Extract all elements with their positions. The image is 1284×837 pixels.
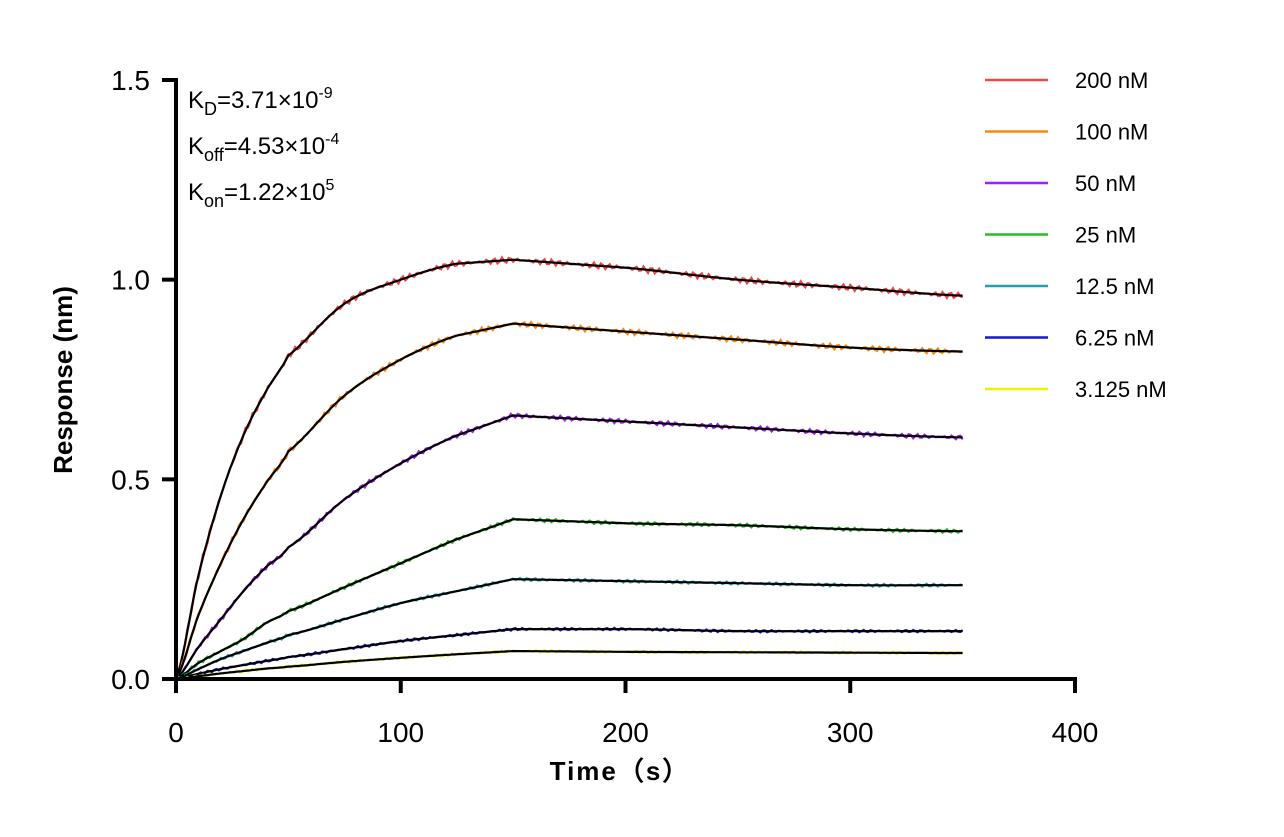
- constant-value: =4.53×10: [224, 133, 325, 160]
- kinetic-constant: Kon=1.22×105: [188, 177, 334, 211]
- y-tick-label: 1.5: [111, 65, 150, 96]
- constant-symbol: K: [188, 179, 204, 206]
- series-line-200-nM: [174, 255, 964, 680]
- x-tick-label: 200: [602, 717, 649, 748]
- legend-label: 100 nM: [1075, 120, 1148, 145]
- legend: 200 nM 100 nM 50 nM 25 nM 12.5 nM 6.25 nM 3.12…: [985, 68, 1167, 402]
- legend-label: 6.25 nM: [1075, 326, 1155, 351]
- constant-value: =1.22×10: [224, 179, 325, 206]
- constant-exponent: 5: [325, 177, 334, 194]
- y-tick-label: 1.0: [111, 265, 150, 296]
- fit-line-200-nM: [174, 258, 963, 680]
- axes: [174, 78, 1077, 681]
- constant-subscript: off: [204, 145, 225, 165]
- y-axis-label: Response (nm): [48, 286, 78, 474]
- series-line-50-nM: [175, 412, 964, 680]
- x-tick-label: 100: [377, 717, 424, 748]
- constant-exponent: -4: [325, 131, 339, 148]
- legend-label: 200 nM: [1075, 68, 1148, 93]
- constant-symbol: K: [188, 87, 204, 114]
- y-tick-label: 0.0: [111, 664, 150, 695]
- x-tick-label: 300: [827, 717, 874, 748]
- kinetic-constant: KD=3.71×10-9: [188, 85, 333, 119]
- y-tick-label: 0.5: [111, 464, 150, 495]
- series-line-3-125-nM: [175, 648, 963, 681]
- legend-label: 3.125 nM: [1075, 377, 1167, 402]
- fit-line-25-nM: [175, 518, 963, 681]
- constant-symbol: K: [188, 133, 204, 160]
- legend-label: 12.5 nM: [1075, 274, 1155, 299]
- legend-label: 50 nM: [1075, 171, 1136, 196]
- fit-line-100-nM: [175, 322, 963, 680]
- curves: [174, 255, 964, 681]
- kinetic-constant: Koff=4.53×10-4: [188, 131, 339, 165]
- x-tick-label: 0: [168, 717, 184, 748]
- legend-label: 25 nM: [1075, 223, 1136, 248]
- fit-line-6-25-nM: [175, 628, 963, 681]
- constant-exponent: -9: [318, 85, 332, 102]
- fit-line-12-5-nM: [175, 578, 963, 681]
- series-line-100-nM: [175, 320, 963, 680]
- ticks: 0.0 0.5 1.0 1.5 0 100 200 300 400: [111, 65, 1098, 748]
- constant-subscript: on: [204, 191, 224, 211]
- fit-line-3-125-nM: [175, 649, 963, 681]
- constant-subscript: D: [204, 99, 217, 119]
- x-axis-label: Time（s）: [550, 756, 691, 786]
- fit-line-50-nM: [175, 414, 963, 680]
- constant-value: =3.71×10: [217, 87, 318, 114]
- x-tick-label: 400: [1052, 717, 1099, 748]
